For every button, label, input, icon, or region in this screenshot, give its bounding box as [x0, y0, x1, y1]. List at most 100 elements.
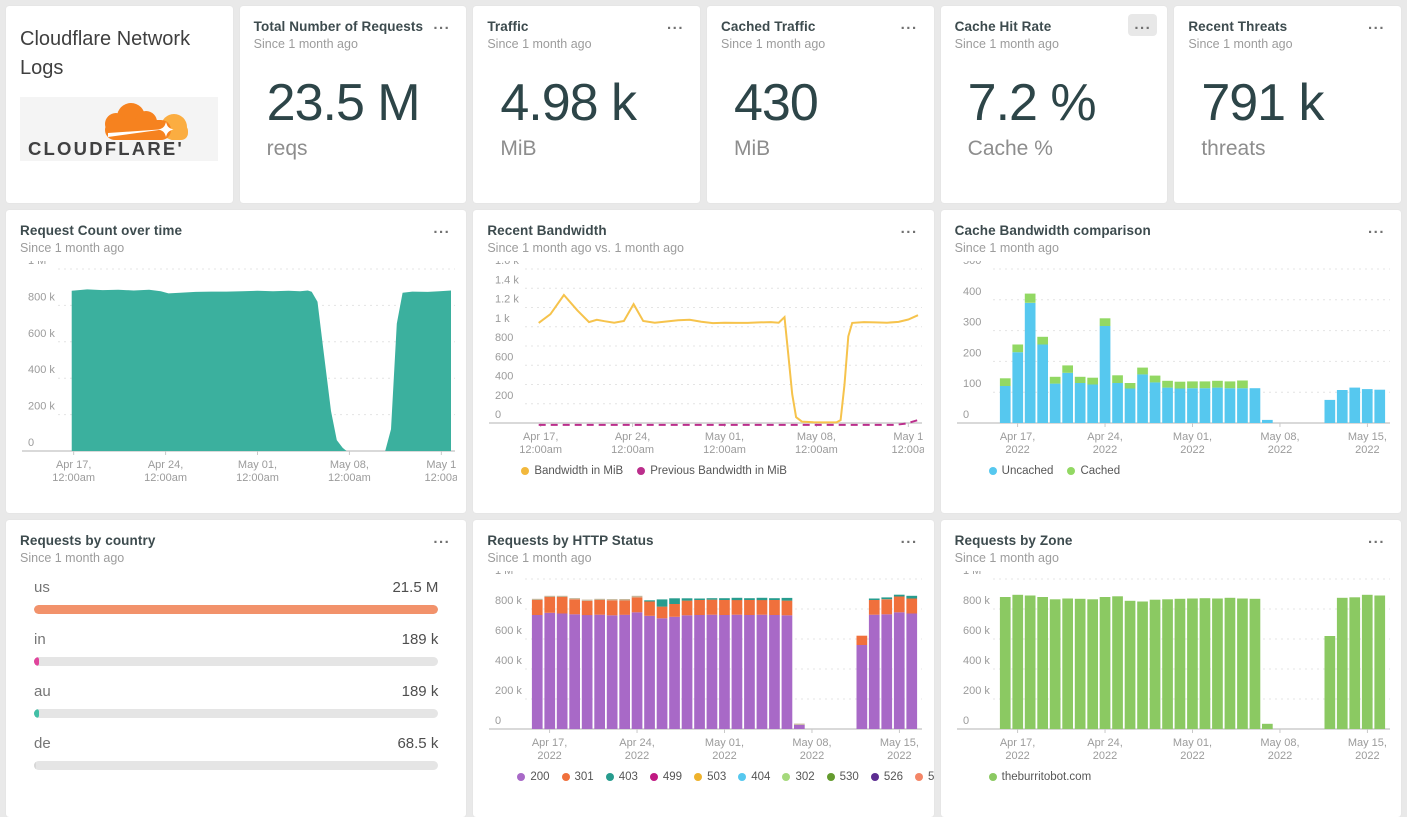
country-bar-fill — [34, 657, 39, 666]
svg-text:0: 0 — [28, 437, 34, 449]
panel-title: Request Count over time — [20, 223, 183, 238]
legend-label: Uncached — [1001, 465, 1054, 477]
svg-text:12:00am: 12:00am — [520, 444, 563, 456]
panel-title: Cache Bandwidth comparison — [954, 223, 1151, 238]
legend-item[interactable]: Previous Bandwidth in MiB — [637, 465, 787, 477]
svg-text:0: 0 — [963, 409, 969, 421]
panel-menu-button[interactable]: ... — [900, 530, 918, 547]
svg-text:Apr 17,: Apr 17, — [532, 737, 567, 749]
legend-item[interactable]: Bandwidth in MiB — [521, 465, 623, 477]
panel-menu-button[interactable]: ... — [900, 220, 918, 237]
panel-subtitle: Since 1 month ago vs. 1 month ago — [487, 241, 684, 255]
country-bar-fill — [34, 605, 439, 614]
svg-text:May 08,: May 08, — [1260, 431, 1299, 443]
panel-recent-bandwidth: Recent Bandwidth Since 1 month ago vs. 1… — [473, 210, 934, 513]
legend-label: 503 — [707, 771, 727, 783]
svg-text:1 M: 1 M — [495, 571, 513, 577]
legend-label: Previous Bandwidth in MiB — [650, 465, 787, 477]
legend-item[interactable]: theburritobot.com — [988, 771, 1091, 783]
panel-subtitle: Since 1 month ago — [487, 37, 592, 51]
panel-title: Cache Hit Rate — [954, 19, 1052, 34]
panel-title: Total Number of Requests — [253, 19, 424, 34]
panel-subtitle: Since 1 month ago — [20, 551, 125, 565]
legend-label: 530 — [839, 771, 859, 783]
legend-item[interactable]: 499 — [649, 771, 683, 783]
legend-item[interactable]: 403 — [605, 771, 638, 783]
legend-dot-icon — [517, 773, 526, 781]
svg-text:800 k: 800 k — [963, 595, 990, 607]
legend-item[interactable]: 404 — [738, 771, 770, 783]
svg-text:May 08,: May 08, — [797, 431, 836, 443]
legend-item[interactable]: 503 — [694, 771, 726, 783]
svg-text:800 k: 800 k — [495, 595, 522, 607]
panel-menu-button[interactable]: ... — [433, 16, 451, 33]
recent-bandwidth-legend: Bandwidth in MiB Previous Bandwidth in Mi… — [487, 465, 919, 477]
legend-label: Bandwidth in MiB — [534, 465, 624, 477]
svg-text:Apr 17,: Apr 17, — [999, 431, 1034, 443]
panel-menu-button[interactable]: ... — [433, 220, 451, 237]
legend-item[interactable]: 301 — [561, 771, 594, 783]
legend-dot-icon — [870, 773, 879, 781]
dashboard-title: Cloudflare Network Logs — [20, 28, 191, 79]
svg-text:1.6 k: 1.6 k — [495, 261, 519, 267]
svg-text:May 01,: May 01, — [705, 431, 744, 443]
legend-item[interactable]: Uncached — [988, 465, 1054, 477]
stat-block: 7.2 % Cache % — [955, 73, 1154, 161]
panel-title: Requests by HTTP Status — [487, 533, 654, 548]
svg-text:100: 100 — [963, 378, 981, 390]
panel-menu-button[interactable]: ... — [433, 530, 451, 547]
country-row: in 189 k — [34, 631, 439, 666]
panel-cached-traffic: Cached Traffic Since 1 month ago ... 430… — [707, 6, 934, 203]
panel-menu-button[interactable]: ... — [1128, 14, 1158, 36]
svg-text:400: 400 — [963, 286, 981, 298]
panel-title: Requests by Zone — [954, 533, 1073, 548]
panel-recent-threats: Recent Threats Since 1 month ago ... 791… — [1174, 6, 1401, 203]
panel-cache-bandwidth: Cache Bandwidth comparison Since 1 month… — [940, 210, 1401, 513]
legend-item[interactable]: Cached — [1067, 465, 1120, 477]
country-label: in — [34, 631, 46, 648]
panel-title: Recent Threats — [1188, 19, 1288, 34]
cloudflare-logo-wordmark: CLOUDFLARE' — [28, 138, 184, 158]
panel-menu-button[interactable]: ... — [666, 16, 684, 33]
panel-cache-hit-rate: Cache Hit Rate Since 1 month ago ... 7.2… — [940, 6, 1168, 203]
svg-text:2022: 2022 — [538, 750, 562, 762]
svg-text:1 k: 1 k — [495, 313, 510, 325]
country-value: 189 k — [401, 631, 439, 648]
svg-text:2022: 2022 — [1355, 750, 1379, 762]
legend-item[interactable]: 302 — [782, 771, 815, 783]
svg-text:May 08,: May 08, — [1260, 737, 1299, 749]
legend-label: 499 — [662, 771, 683, 783]
svg-text:12:00am: 12:00am — [612, 444, 655, 456]
svg-text:2022: 2022 — [1092, 444, 1116, 456]
legend-item[interactable]: 526 — [870, 771, 903, 783]
stat-unit: threats — [1201, 137, 1266, 160]
panel-subtitle: Since 1 month ago — [954, 241, 1059, 255]
svg-text:Apr 24,: Apr 24, — [620, 737, 655, 749]
country-bar-fill — [34, 709, 39, 718]
svg-text:12:00am: 12:00am — [703, 444, 746, 456]
country-bar-track — [34, 605, 439, 614]
svg-text:Apr 24,: Apr 24, — [1087, 737, 1122, 749]
panel-requests-by-country: Requests by country Since 1 month ago ..… — [6, 520, 467, 817]
legend-item[interactable]: 200 — [517, 771, 550, 783]
legend-item[interactable]: 524 — [915, 771, 934, 783]
panel-menu-button[interactable]: ... — [1367, 530, 1385, 547]
svg-text:12:00am: 12:00am — [328, 472, 371, 484]
panel-menu-button[interactable]: ... — [1367, 220, 1385, 237]
country-label: de — [34, 735, 51, 752]
panel-dashboard-title: Cloudflare Network Logs CLOUDFLARE' — [6, 6, 233, 203]
svg-text:12:00am: 12:00am — [236, 472, 279, 484]
panel-menu-button[interactable]: ... — [1367, 16, 1385, 33]
svg-text:2022: 2022 — [713, 750, 737, 762]
country-bar-list: us 21.5 M in 189 k au 189 k de 68.5 k — [20, 565, 452, 770]
panel-menu-button[interactable]: ... — [900, 16, 918, 33]
panel-subtitle: Since 1 month ago — [954, 37, 1059, 51]
svg-text:May 15,: May 15, — [1348, 431, 1387, 443]
legend-item[interactable]: 530 — [826, 771, 859, 783]
stat-block: 23.5 M reqs — [254, 73, 453, 161]
